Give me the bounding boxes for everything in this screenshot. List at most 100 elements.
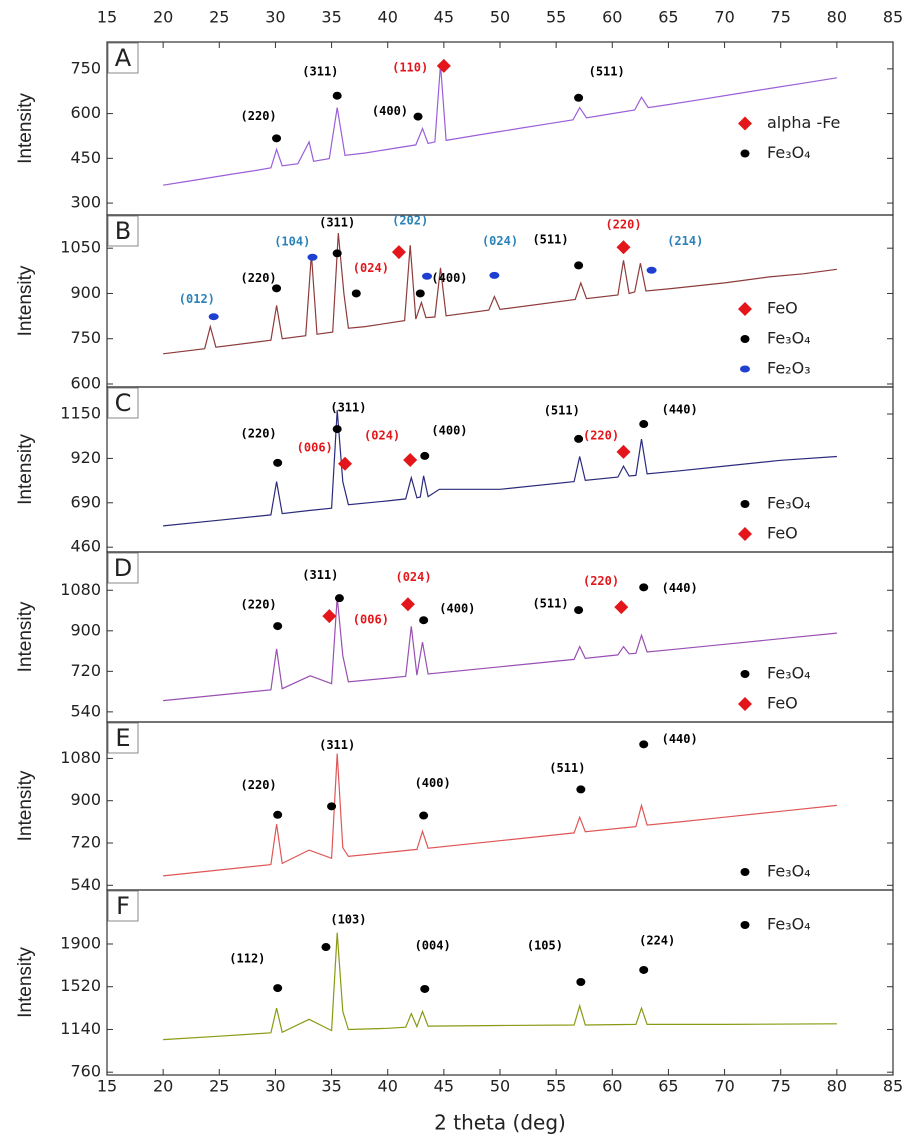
circle-marker [351,289,361,298]
circle-marker [639,965,649,974]
peak-label: (110) [392,60,428,74]
circle-marker [332,425,342,434]
diamond-marker [614,600,629,615]
y-tick-label: 1140 [60,1019,101,1038]
legend-label: Fe₃O₄ [767,329,811,348]
peak-label: (224) [639,933,675,947]
x-tick-label-bottom: 80 [827,1077,847,1096]
y-tick-label: 750 [70,58,101,77]
y-tick-label: 720 [70,661,101,680]
y-axis-label: Intensity [15,947,36,1018]
y-tick-label: 600 [70,373,101,392]
peak-label: (400) [431,424,467,438]
ellipse-marker [307,253,318,261]
x-tick-label-bottom: 30 [265,1077,285,1096]
diamond-marker [616,444,631,459]
xrd-trace [163,753,837,877]
peak-label: (104) [274,235,310,249]
circle-marker [639,420,649,429]
circle-marker [740,921,750,929]
y-tick-label: 600 [70,103,101,122]
y-tick-label: 1150 [60,404,101,423]
peak-label: (440) [662,402,698,416]
panel-letter-box [107,42,139,74]
y-tick-label: 1080 [60,580,101,599]
circle-marker [740,868,750,876]
peak-label: (400) [439,602,475,616]
xrd-trace [163,410,837,527]
circle-marker [574,93,584,102]
xrd-trace [163,64,837,186]
x-tick-label-bottom: 45 [434,1077,454,1096]
x-tick-label-top: 65 [658,8,678,27]
panel-letter-box [107,552,139,584]
x-tick-label-bottom: 85 [883,1077,903,1096]
peak-label: (511) [532,233,568,247]
ellipse-marker [208,313,219,321]
x-tick-label-top: 70 [714,8,734,27]
y-tick-label: 540 [70,875,101,894]
x-tick-label-bottom: 70 [714,1077,734,1096]
peak-label: (202) [392,214,428,228]
panel-frame [106,889,894,1076]
x-tick-label-bottom: 40 [378,1077,398,1096]
peak-label: (400) [372,104,408,118]
y-axis-label: Intensity [15,770,36,841]
peak-label: (112) [229,951,265,965]
peak-label: (220) [241,778,277,792]
y-axis-label: Intensity [15,93,36,164]
panel-letter-box [107,722,139,754]
legend-label: Fe₃O₄ [767,143,811,162]
y-tick-label: 900 [70,283,101,302]
y-tick-label: 1520 [60,976,101,995]
circle-marker [576,977,586,986]
peak-label: (440) [662,732,698,746]
x-tick-label-bottom: 35 [321,1077,341,1096]
circle-marker [334,594,344,603]
ellipse-marker [489,271,500,279]
peak-label: (004) [415,939,451,953]
peak-label: (024) [353,261,389,275]
circle-marker [413,112,423,121]
peak-label: (220) [241,426,277,440]
xrd-trace [163,596,837,702]
peak-label: (440) [662,581,698,595]
circle-marker [576,785,586,794]
panel-letter: B [115,217,131,245]
circle-marker [272,134,282,143]
peak-label: (220) [583,574,619,588]
circle-marker [420,984,430,993]
diamond-marker [391,245,406,260]
diamond-marker [400,597,415,612]
panel-letter: C [115,389,132,417]
y-tick-label: 540 [70,701,101,720]
x-tick-label-top: 45 [434,8,454,27]
circle-marker [332,249,342,258]
ellipse-marker [422,272,433,280]
circle-marker [639,583,649,592]
peak-label: (311) [330,401,366,415]
panel-letter: F [116,892,130,920]
circle-marker [321,943,331,952]
y-tick-label: 1900 [60,933,101,952]
ellipse-marker [740,365,750,373]
legend-label: Fe₃O₄ [767,494,811,513]
x-tick-label-top: 40 [378,8,398,27]
peak-label: (105) [527,939,563,953]
x-tick-label-bottom: 20 [153,1077,173,1096]
peak-label: (012) [179,292,215,306]
circle-marker [574,434,584,443]
circle-marker [419,811,429,820]
x-tick-label-bottom: 50 [490,1077,510,1096]
circle-marker [273,458,283,467]
peak-label: (024) [364,429,400,443]
y-tick-label: 900 [70,620,101,639]
x-tick-label-top: 75 [771,8,791,27]
y-tick-label: 760 [70,1062,101,1081]
x-tick-label-bottom: 65 [658,1077,678,1096]
y-tick-label: 460 [70,537,101,556]
peak-label: (511) [549,761,585,775]
peak-label: (214) [667,234,703,248]
circle-marker [740,500,750,508]
